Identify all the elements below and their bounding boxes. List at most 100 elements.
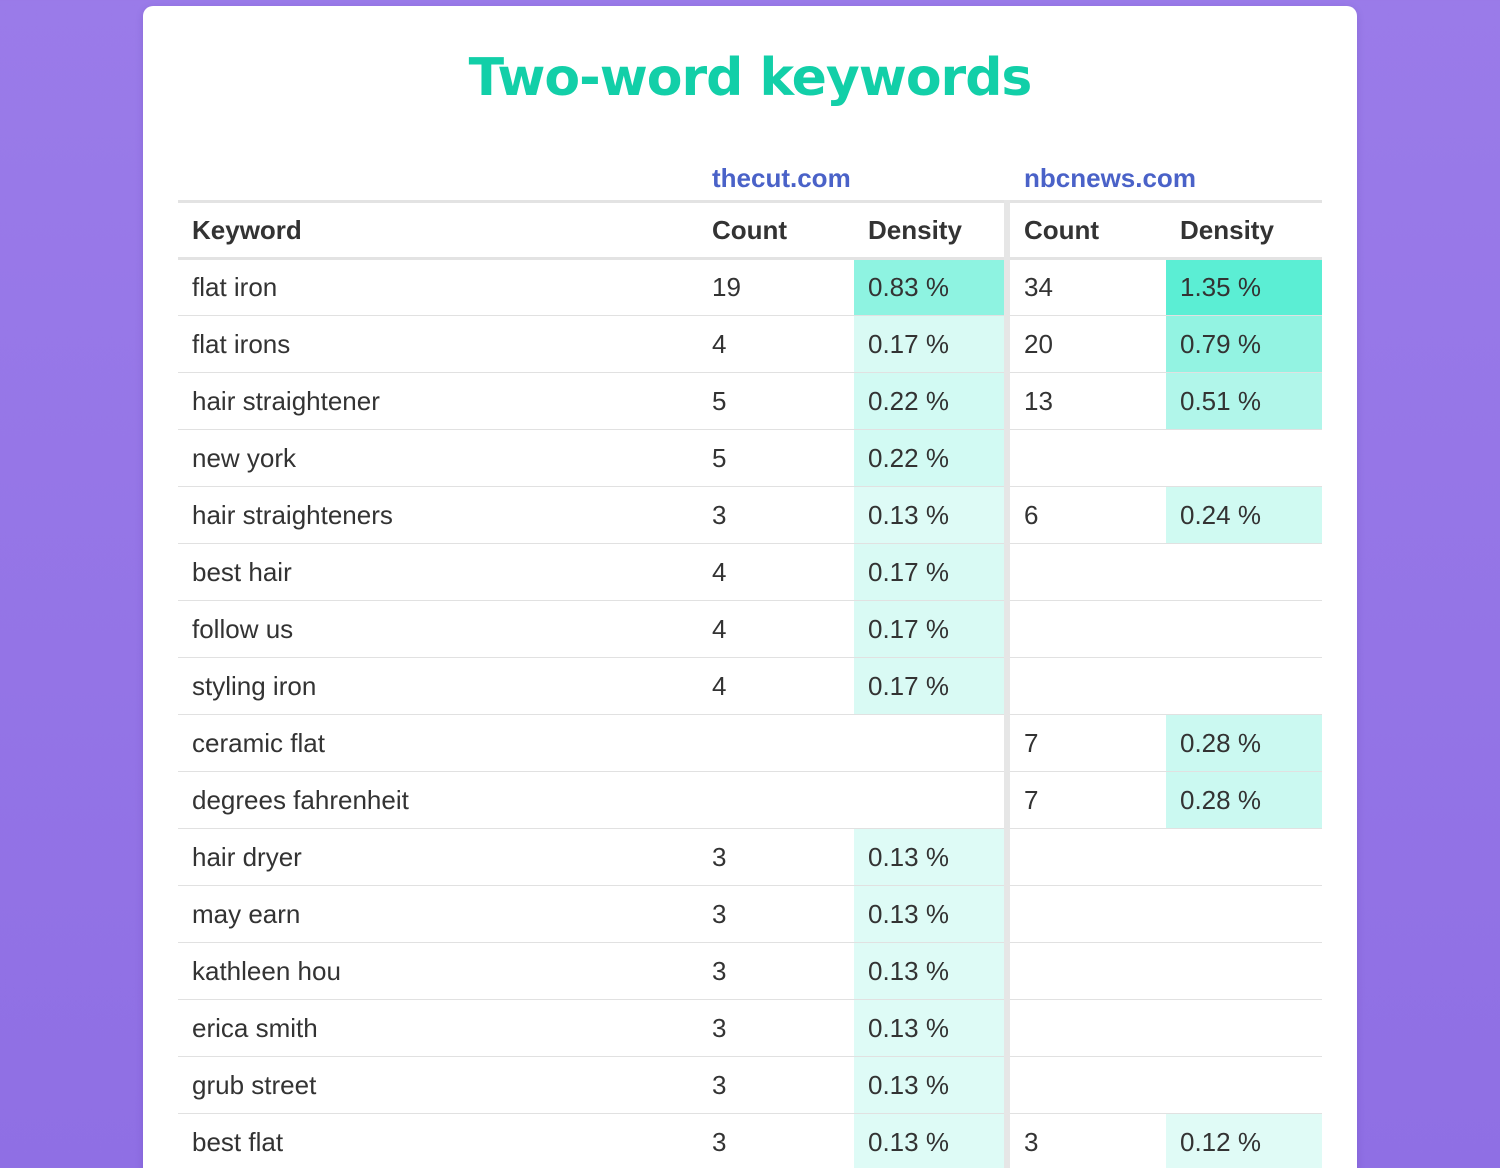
density-cell-site-2: 0.12 % (1166, 1113, 1322, 1168)
density-cell-site-2 (1166, 657, 1322, 715)
count-cell-site-2: 20 (1004, 315, 1166, 373)
table-row: erica smith 3 0.13 % (178, 999, 1322, 1057)
count-cell-site-1: 5 (698, 372, 854, 430)
count-cell-site-2: 34 (1004, 258, 1166, 316)
count-cell-site-1: 19 (698, 258, 854, 316)
density-cell-site-1: 0.13 % (854, 942, 1007, 1000)
table-row: best flat 3 0.13 % 3 0.12 % (178, 1113, 1322, 1168)
count-cell-site-2 (1004, 942, 1166, 1000)
table-row: degrees fahrenheit 7 0.28 % (178, 771, 1322, 829)
density-cell-site-1: 0.22 % (854, 372, 1007, 430)
header-density-site-1[interactable]: Density (854, 200, 1007, 260)
density-cell-site-2 (1166, 828, 1322, 886)
header-keyword[interactable]: Keyword (178, 200, 698, 260)
density-cell-site-1: 0.17 % (854, 657, 1007, 715)
density-cell-site-2 (1166, 942, 1322, 1000)
density-cell-site-1: 0.13 % (854, 486, 1007, 544)
site-link-2[interactable]: nbcnews.com (1024, 163, 1196, 193)
count-cell-site-1 (698, 771, 854, 829)
keyword-cell: ceramic flat (178, 714, 698, 772)
density-cell-site-2 (1166, 1056, 1322, 1114)
density-cell-site-2 (1166, 543, 1322, 601)
table-header-row: Keyword Count Density Count Density (178, 200, 1322, 260)
density-cell-site-1: 0.17 % (854, 600, 1007, 658)
keyword-cell: flat irons (178, 315, 698, 373)
table-row: best hair 4 0.17 % (178, 543, 1322, 601)
keyword-cell: follow us (178, 600, 698, 658)
density-cell-site-1: 0.13 % (854, 828, 1007, 886)
table-row: hair straighteners 3 0.13 % 6 0.24 % (178, 486, 1322, 544)
count-cell-site-1: 3 (698, 942, 854, 1000)
density-cell-site-2: 1.35 % (1166, 258, 1322, 316)
keyword-cell: may earn (178, 885, 698, 943)
keyword-cell: hair straightener (178, 372, 698, 430)
table-row: flat irons 4 0.17 % 20 0.79 % (178, 315, 1322, 373)
density-cell-site-1: 0.17 % (854, 543, 1007, 601)
table-row: hair dryer 3 0.13 % (178, 828, 1322, 886)
count-cell-site-1: 3 (698, 486, 854, 544)
count-cell-site-1: 4 (698, 657, 854, 715)
keyword-cell: grub street (178, 1056, 698, 1114)
density-cell-site-2: 0.28 % (1166, 714, 1322, 772)
keyword-cell: hair straighteners (178, 486, 698, 544)
table-row: may earn 3 0.13 % (178, 885, 1322, 943)
density-cell-site-2 (1166, 429, 1322, 487)
count-cell-site-2: 6 (1004, 486, 1166, 544)
keyword-cell: degrees fahrenheit (178, 771, 698, 829)
count-cell-site-1: 3 (698, 999, 854, 1057)
count-cell-site-1: 4 (698, 543, 854, 601)
count-cell-site-2 (1004, 429, 1166, 487)
count-cell-site-2 (1004, 885, 1166, 943)
count-cell-site-1: 4 (698, 315, 854, 373)
count-cell-site-1: 5 (698, 429, 854, 487)
count-cell-site-2 (1004, 543, 1166, 601)
report-card: Two-word keywords thecut.com nbcnews.com… (143, 6, 1357, 1168)
count-cell-site-2: 13 (1004, 372, 1166, 430)
density-cell-site-1: 0.83 % (854, 258, 1007, 316)
table-row: hair straightener 5 0.22 % 13 0.51 % (178, 372, 1322, 430)
count-cell-site-2 (1004, 828, 1166, 886)
keyword-cell: styling iron (178, 657, 698, 715)
count-cell-site-2 (1004, 657, 1166, 715)
count-cell-site-2: 7 (1004, 714, 1166, 772)
table-row: ceramic flat 7 0.28 % (178, 714, 1322, 772)
density-cell-site-1: 0.17 % (854, 315, 1007, 373)
density-cell-site-2 (1166, 999, 1322, 1057)
density-cell-site-2: 0.51 % (1166, 372, 1322, 430)
site-link-1[interactable]: thecut.com (712, 163, 851, 193)
density-cell-site-1: 0.22 % (854, 429, 1007, 487)
density-cell-site-2: 0.24 % (1166, 486, 1322, 544)
density-cell-site-1 (854, 714, 1007, 772)
table-body: flat iron 19 0.83 % 34 1.35 % flat irons 4 0.17… (178, 258, 1322, 1168)
count-cell-site-2: 3 (1004, 1113, 1166, 1168)
keyword-cell: hair dryer (178, 828, 698, 886)
keyword-table: Keyword Count Density Count Density flat… (178, 200, 1322, 1168)
keyword-cell: best flat (178, 1113, 698, 1168)
count-cell-site-2 (1004, 999, 1166, 1057)
header-density-site-2[interactable]: Density (1166, 200, 1322, 260)
density-cell-site-1: 0.13 % (854, 999, 1007, 1057)
header-count-site-1[interactable]: Count (698, 200, 854, 260)
table-row: follow us 4 0.17 % (178, 600, 1322, 658)
count-cell-site-2: 7 (1004, 771, 1166, 829)
keyword-cell: new york (178, 429, 698, 487)
table-row: kathleen hou 3 0.13 % (178, 942, 1322, 1000)
keyword-cell: best hair (178, 543, 698, 601)
table-row: styling iron 4 0.17 % (178, 657, 1322, 715)
keyword-cell: erica smith (178, 999, 698, 1057)
density-cell-site-2: 0.28 % (1166, 771, 1322, 829)
density-cell-site-1: 0.13 % (854, 1056, 1007, 1114)
count-cell-site-1: 3 (698, 1113, 854, 1168)
table-row: flat iron 19 0.83 % 34 1.35 % (178, 258, 1322, 316)
table-row: new york 5 0.22 % (178, 429, 1322, 487)
page-title: Two-word keywords (468, 48, 1033, 108)
table-row: grub street 3 0.13 % (178, 1056, 1322, 1114)
count-cell-site-1: 4 (698, 600, 854, 658)
density-cell-site-1: 0.13 % (854, 885, 1007, 943)
density-cell-site-2 (1166, 885, 1322, 943)
density-cell-site-2 (1166, 600, 1322, 658)
density-cell-site-1 (854, 771, 1007, 829)
count-cell-site-1: 3 (698, 1056, 854, 1114)
keyword-cell: kathleen hou (178, 942, 698, 1000)
header-count-site-2[interactable]: Count (1004, 200, 1166, 260)
